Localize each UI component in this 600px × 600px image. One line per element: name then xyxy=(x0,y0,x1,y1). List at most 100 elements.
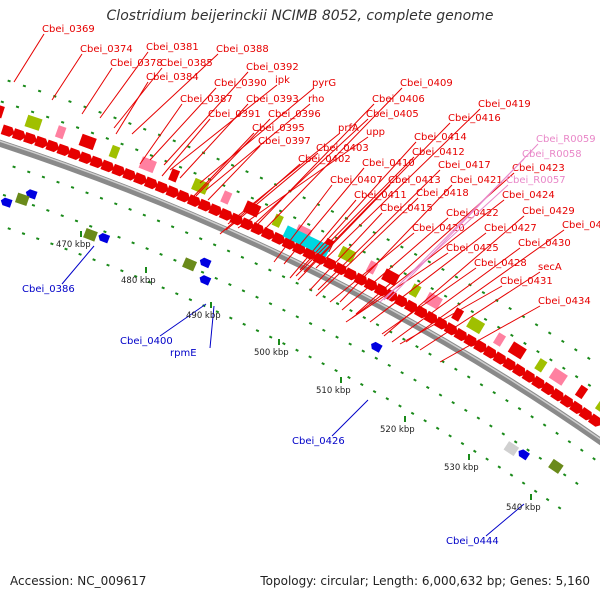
track-dot xyxy=(128,207,132,211)
feature-block-lower xyxy=(83,227,98,242)
forward-gene-label: Cbei_0388 xyxy=(216,44,269,55)
track-dot xyxy=(463,408,468,412)
forward-gene-label-leader-line xyxy=(439,305,541,363)
forward-gene-label: Cbei_0431 xyxy=(500,276,553,287)
forward-gene-arrow xyxy=(122,168,137,181)
track-dot xyxy=(41,175,46,179)
forward-gene-label: Cbei_0430 xyxy=(518,238,571,249)
track-dot xyxy=(114,202,118,206)
track-dot xyxy=(430,287,434,291)
track-dot xyxy=(78,252,82,256)
forward-gene-arrow xyxy=(165,185,180,198)
track-dot xyxy=(229,316,233,320)
track-dot xyxy=(348,342,352,346)
track-dot xyxy=(521,481,526,485)
forward-gene-label: Cbei_0390 xyxy=(214,78,267,89)
track-dot xyxy=(273,183,278,187)
track-dot xyxy=(99,196,104,200)
forward-gene-arrow xyxy=(521,369,536,383)
genome-backbone xyxy=(0,139,600,446)
track-dot xyxy=(45,115,50,119)
track-dot xyxy=(335,335,339,339)
track-dot xyxy=(415,345,419,349)
track-dot xyxy=(92,258,96,262)
track-dot xyxy=(567,440,572,444)
forward-gene-label-leader-line xyxy=(341,217,449,311)
forward-gene-label: Cbei_0396 xyxy=(268,109,321,120)
reverse-gene-arrow xyxy=(98,233,111,244)
forward-gene-arrow xyxy=(218,207,233,221)
track-dot xyxy=(216,157,220,161)
track-dot xyxy=(586,356,591,361)
track-dot xyxy=(268,302,273,306)
feature-block xyxy=(337,245,357,264)
forward-gene-label: Cbei_0409 xyxy=(400,78,453,89)
track-dot xyxy=(214,276,219,280)
track-dot xyxy=(264,203,269,207)
forward-gene-label: Cbei_0432 xyxy=(562,220,600,231)
track-dot xyxy=(362,250,366,254)
feature-block xyxy=(108,144,121,159)
kbp-tick-mark xyxy=(278,339,280,345)
forward-gene-label: Cbei_0393 xyxy=(246,94,299,105)
forward-gene-label-leader-line xyxy=(225,152,319,231)
track-dot xyxy=(534,323,539,327)
feature-block xyxy=(138,156,157,174)
track-dot xyxy=(530,415,534,419)
track-dot xyxy=(438,393,443,397)
forward-gene-label-leader-line xyxy=(81,67,113,115)
track-dot xyxy=(172,139,177,143)
track-dot xyxy=(561,366,566,370)
forward-gene-label: Cbei_0406 xyxy=(372,94,425,105)
track-dot xyxy=(574,481,579,486)
forward-gene-arrow xyxy=(511,363,526,377)
track-dot xyxy=(549,358,553,362)
track-dot xyxy=(302,196,306,200)
track-dot xyxy=(268,268,272,272)
forward-gene-label: Cbei_0420 xyxy=(412,223,465,234)
forward-gene-arrow xyxy=(540,381,555,396)
forward-gene-label-leader-line xyxy=(255,103,375,227)
track-dot xyxy=(470,309,475,314)
track-dot xyxy=(147,280,152,284)
kbp-tick-mark xyxy=(145,267,147,273)
forward-gene-arrow xyxy=(473,339,487,353)
track-dot xyxy=(200,270,205,274)
track-dot xyxy=(398,404,402,408)
feature-block xyxy=(423,291,443,310)
feature-block xyxy=(0,104,5,119)
forward-gene-label: Cbei_0411 xyxy=(354,190,407,201)
forward-gene-label: Cbei_0402 xyxy=(298,154,351,165)
feature-block xyxy=(507,341,527,360)
track-dot xyxy=(308,355,312,359)
forward-gene-label: Cbei_0423 xyxy=(512,163,565,174)
forward-gene-label: Cbei_0378 xyxy=(110,58,163,69)
forward-gene-label: Cbei_0407 xyxy=(330,175,383,186)
track-dot xyxy=(454,275,459,279)
forward-gene-label-leader-line xyxy=(13,33,45,83)
forward-gene-label-leader-line xyxy=(399,285,503,345)
track-dot xyxy=(135,148,139,152)
track-dot xyxy=(281,275,286,279)
forward-gene-arrow xyxy=(482,345,497,359)
track-dot xyxy=(473,449,477,453)
kbp-tick-label: 510 kbp xyxy=(316,386,351,396)
track-dot xyxy=(547,331,552,335)
feature-block-lower xyxy=(548,458,564,474)
reverse-gene-leader-line xyxy=(159,303,207,337)
track-dot xyxy=(308,321,313,326)
forward-gene-arrow xyxy=(154,180,169,194)
forward-gene-label: Cbei_0405 xyxy=(366,109,419,120)
forward-gene-label-leader-line xyxy=(237,136,369,229)
forward-gene-label: Cbei_0410 xyxy=(362,158,415,169)
forward-gene-arrow xyxy=(34,135,49,149)
track-dot xyxy=(98,110,102,114)
feature-blocks xyxy=(0,104,600,474)
track-dot xyxy=(64,247,68,251)
forward-gene-arrow xyxy=(260,226,275,240)
track-dot xyxy=(268,335,273,339)
feature-block xyxy=(548,367,568,386)
track-dot xyxy=(533,489,538,493)
feature-block xyxy=(24,114,43,131)
